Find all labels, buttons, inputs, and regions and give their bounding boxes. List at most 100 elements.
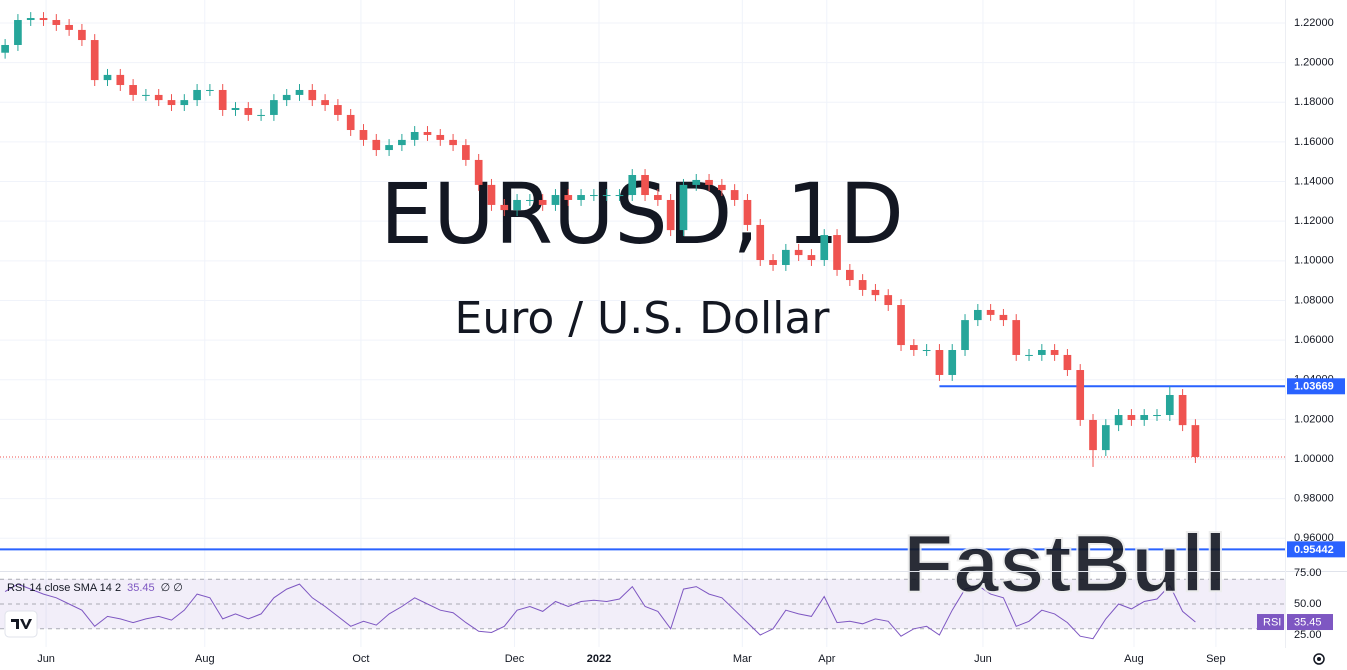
x-tick-label: Sep	[1206, 653, 1226, 665]
candle-body	[628, 175, 637, 196]
candle-body	[1050, 350, 1059, 355]
candle-body	[999, 314, 1008, 321]
candle-body	[590, 195, 598, 197]
candle-body	[1140, 415, 1149, 420]
candle-body	[961, 320, 969, 351]
candle-body	[180, 100, 189, 106]
candle-body	[1012, 320, 1021, 355]
candle-body	[858, 280, 867, 290]
candle-body	[1, 44, 9, 53]
candle-body	[1089, 419, 1097, 451]
rsi-value-label: 35.45	[1294, 616, 1322, 628]
rsi-value-box	[1287, 614, 1333, 631]
name-watermark: Euro / U.S. Dollar	[455, 293, 831, 344]
candle-body	[564, 195, 573, 200]
candle-body	[308, 89, 317, 101]
candle-body	[641, 175, 649, 196]
candle-body	[167, 100, 176, 106]
candle-body	[551, 195, 560, 205]
candle-body	[449, 139, 457, 146]
candle-body	[666, 199, 675, 231]
candle-body	[1153, 415, 1161, 417]
candle-body	[973, 309, 982, 321]
candle-body	[39, 18, 48, 21]
x-tick-label: Jun	[974, 653, 992, 665]
candle-body	[782, 249, 790, 265]
candle-body	[218, 89, 227, 110]
candle-body	[1191, 425, 1200, 458]
candle-body	[500, 204, 509, 211]
candle-body	[986, 309, 995, 315]
candle-body	[321, 100, 329, 106]
candle-body	[692, 179, 701, 185]
candle-body	[718, 184, 726, 191]
y-tick-label: 1.06000	[1294, 334, 1334, 346]
candle-body	[615, 195, 624, 197]
level-label-box	[1287, 378, 1345, 395]
candle-body	[359, 130, 368, 140]
candle-body	[1063, 354, 1072, 371]
y-tick-label: 1.10000	[1294, 255, 1334, 267]
candle-body	[231, 108, 240, 110]
y-tick-label: 1.20000	[1294, 57, 1334, 69]
candle-body	[654, 195, 662, 200]
candle-body	[1178, 394, 1187, 426]
settings-icon[interactable]	[1313, 653, 1325, 665]
candle-body	[756, 224, 765, 261]
x-tick-label: Aug	[1124, 653, 1144, 665]
rsi-tick-label: 25.00	[1294, 629, 1322, 641]
candle-body	[1076, 370, 1085, 420]
candle-body	[129, 85, 137, 95]
logo-mark	[11, 619, 32, 629]
candle-body	[474, 159, 483, 185]
candle-body	[909, 345, 918, 351]
candle-body	[602, 195, 611, 197]
candle-body	[1114, 415, 1123, 426]
candle-body	[922, 350, 931, 352]
candle-body	[116, 74, 125, 86]
candle-body	[846, 269, 854, 281]
candle-body	[346, 114, 355, 131]
rsi-tick-label: 75.00	[1294, 567, 1322, 579]
gear-ring	[1313, 653, 1325, 665]
candle-body	[884, 295, 893, 306]
candle-body	[705, 179, 713, 185]
candle-body	[807, 255, 816, 261]
candle-body	[1101, 425, 1110, 451]
tradingview-logo[interactable]	[4, 610, 38, 638]
candle-body	[1127, 415, 1136, 420]
rsi-line	[4, 583, 1196, 640]
candle-body	[282, 94, 291, 101]
x-tick-label: Apr	[818, 653, 835, 665]
candle-body	[769, 260, 777, 265]
candle-body	[462, 145, 470, 160]
y-tick-label: 0.96000	[1294, 532, 1334, 544]
candle-body	[398, 139, 406, 146]
level-label: 0.95442	[1294, 544, 1334, 556]
axes: Jun Aug Oct Dec 2022 Mar Apr Jun Aug Sep0.960000.…	[37, 17, 1345, 665]
y-tick-label: 1.00000	[1294, 453, 1334, 465]
candle-body	[730, 190, 739, 200]
x-tick-label: 2022	[587, 653, 611, 665]
candle-body	[142, 94, 150, 96]
candle-body	[334, 105, 342, 115]
logo-box[interactable]	[4, 610, 38, 638]
y-tick-label: 1.02000	[1294, 413, 1334, 425]
candle-body	[78, 29, 86, 41]
candle-body	[65, 24, 73, 30]
y-tick-label: 1.12000	[1294, 215, 1334, 227]
candle-body	[154, 94, 163, 101]
grid	[0, 0, 1285, 647]
candle-body	[513, 199, 521, 211]
candle-body	[90, 40, 99, 81]
candle-body	[833, 235, 841, 270]
candle-body	[538, 199, 547, 205]
marks	[0, 12, 1285, 640]
x-tick-label: Mar	[733, 653, 752, 665]
candle-body	[948, 350, 957, 375]
candle-body	[743, 199, 752, 225]
y-tick-label: 0.98000	[1294, 493, 1334, 505]
